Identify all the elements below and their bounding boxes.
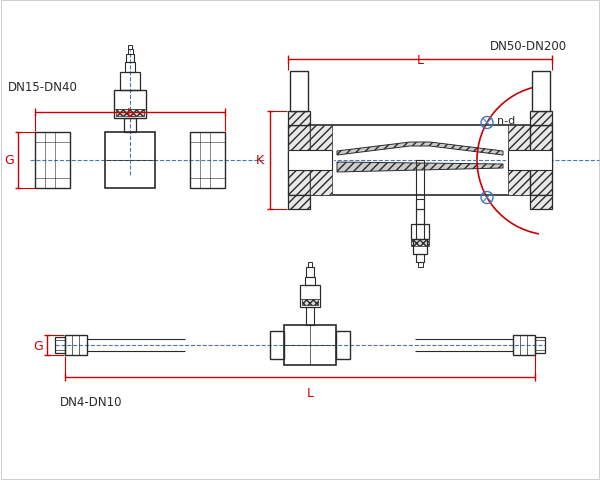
- Text: G: G: [33, 339, 43, 352]
- Bar: [308, 263, 312, 267]
- Bar: [128, 50, 133, 55]
- Bar: [535, 337, 545, 353]
- Text: DN4-DN10: DN4-DN10: [60, 395, 122, 408]
- Bar: [306, 267, 314, 277]
- Bar: [513, 336, 535, 355]
- Bar: [65, 336, 87, 355]
- Bar: [532, 72, 550, 112]
- Bar: [506, 151, 552, 171]
- Bar: [310, 126, 530, 195]
- Bar: [508, 126, 530, 195]
- Text: L: L: [127, 107, 134, 120]
- Text: DN50-DN200: DN50-DN200: [490, 40, 567, 53]
- Bar: [190, 133, 225, 189]
- Bar: [55, 337, 65, 353]
- Bar: [530, 112, 552, 126]
- Bar: [300, 286, 320, 307]
- Polygon shape: [337, 143, 503, 156]
- Bar: [418, 263, 423, 267]
- Bar: [416, 254, 424, 263]
- Bar: [116, 110, 144, 117]
- Bar: [305, 277, 315, 286]
- Bar: [290, 72, 308, 112]
- Bar: [302, 300, 318, 305]
- Bar: [288, 126, 310, 195]
- Bar: [336, 331, 350, 359]
- Bar: [416, 210, 424, 225]
- Text: K: K: [256, 154, 264, 167]
- Bar: [270, 331, 284, 359]
- Bar: [416, 161, 424, 210]
- Text: L: L: [416, 54, 424, 67]
- Bar: [114, 91, 146, 119]
- Bar: [413, 240, 427, 254]
- Polygon shape: [337, 163, 503, 173]
- Bar: [124, 119, 136, 133]
- Bar: [105, 133, 155, 189]
- Bar: [411, 240, 429, 247]
- Bar: [35, 133, 70, 189]
- Bar: [126, 55, 134, 63]
- Bar: [530, 195, 552, 210]
- Bar: [416, 200, 424, 244]
- Bar: [306, 307, 314, 325]
- Text: G: G: [4, 154, 14, 167]
- Bar: [310, 126, 332, 195]
- Bar: [530, 126, 552, 195]
- Bar: [411, 225, 429, 240]
- Bar: [288, 112, 310, 126]
- Text: DN15-DN40: DN15-DN40: [8, 81, 78, 94]
- Bar: [284, 325, 336, 365]
- Bar: [288, 195, 310, 210]
- Bar: [288, 151, 334, 171]
- Text: L: L: [307, 386, 314, 399]
- Bar: [120, 73, 140, 91]
- Bar: [128, 46, 132, 50]
- Text: n-d: n-d: [497, 116, 515, 126]
- Bar: [125, 63, 135, 73]
